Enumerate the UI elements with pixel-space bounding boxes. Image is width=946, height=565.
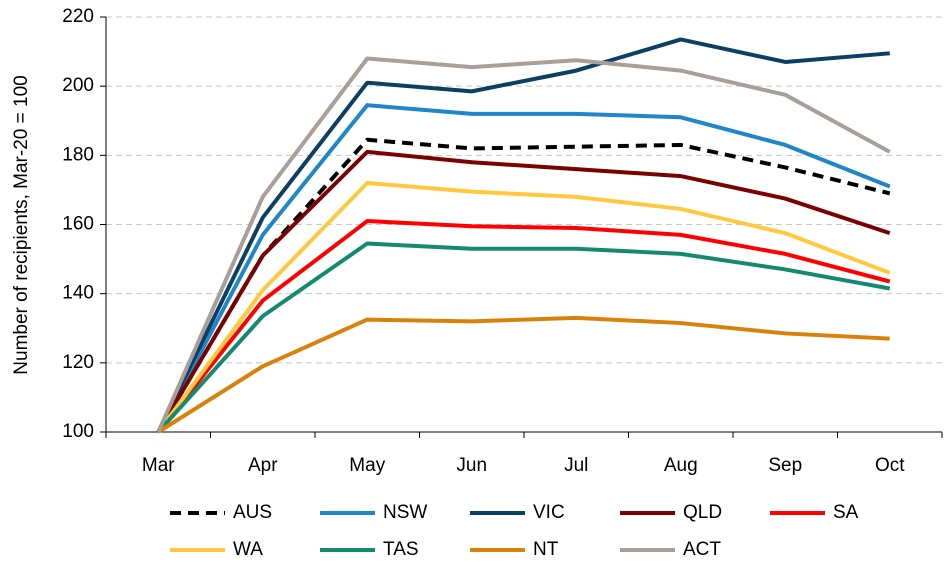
series-line <box>156 37 890 433</box>
y-tick-label: 200 <box>62 75 94 96</box>
x-tick-label: May <box>349 455 385 476</box>
legend-label: TAS <box>383 539 419 560</box>
legend-label: AUS <box>233 502 272 523</box>
series-line <box>156 149 891 434</box>
series-line <box>156 56 891 433</box>
x-tick-label: Aug <box>664 455 698 476</box>
y-tick-label: 180 <box>62 144 94 165</box>
y-tick-label: 100 <box>62 421 94 442</box>
x-tick-label: Mar <box>142 455 175 476</box>
y-tick-label: 220 <box>62 6 94 27</box>
legend-label: QLD <box>683 502 722 523</box>
x-tick-label: Apr <box>248 455 278 476</box>
series-line <box>156 219 891 434</box>
x-tick-label: Sep <box>768 455 802 476</box>
series-line <box>156 241 891 434</box>
legend-label: SA <box>833 502 859 523</box>
y-tick-label: 120 <box>62 352 94 373</box>
legend-label: NSW <box>383 502 427 523</box>
series-line <box>156 137 891 434</box>
x-tick-label: Oct <box>875 455 905 476</box>
legend-label: WA <box>233 539 263 560</box>
series-line <box>156 181 891 434</box>
legend-label: ACT <box>683 539 721 560</box>
series-line <box>157 315 890 434</box>
legend-label: NT <box>533 539 559 560</box>
y-tick-label: 140 <box>62 283 94 304</box>
y-tick-label: 160 <box>62 214 94 235</box>
legend-label: VIC <box>533 502 565 523</box>
x-tick-label: Jul <box>564 455 588 476</box>
x-tick-label: Jun <box>456 455 487 476</box>
y-axis-label: Number of recipients, Mar-20 = 100 <box>11 75 32 374</box>
series-line <box>156 103 891 433</box>
